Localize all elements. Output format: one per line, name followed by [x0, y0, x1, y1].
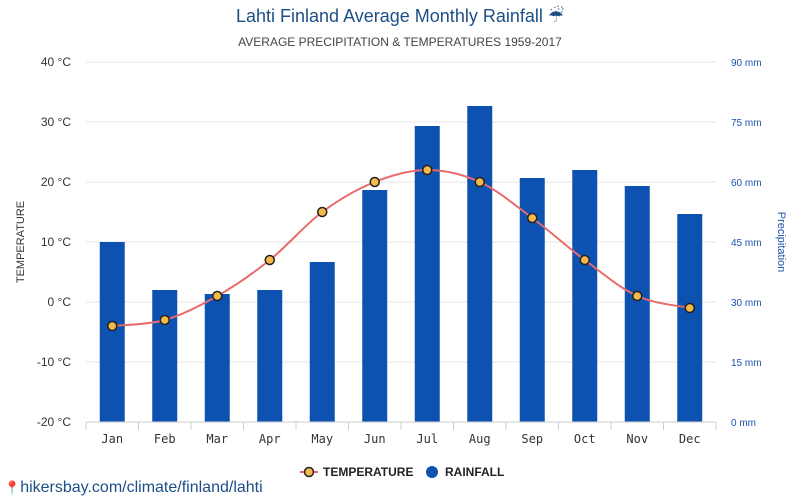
y-right-tick-label: 45 mm: [731, 238, 762, 249]
temperature-point: [422, 164, 433, 176]
legend[interactable]: TEMPERATURE RAINFALL: [300, 465, 504, 479]
x-tick-label: Jun: [364, 432, 386, 446]
x-tick-label: Jan: [101, 432, 123, 446]
y-left-axis-title: TEMPERATURE: [15, 201, 27, 283]
legend-temperature-marker: [303, 466, 315, 478]
rainfall-bar: [572, 170, 598, 422]
chart-subtitle: AVERAGE PRECIPITATION & TEMPERATURES 195…: [238, 35, 562, 49]
x-tick-label: Oct: [574, 432, 596, 446]
rainfall-bar: [257, 290, 283, 422]
axes: -20 °C -10 °C 0 °C 10 °C 20 °C 30 °C 40 °C 0 mm…: [37, 55, 762, 446]
x-tick-label: Aug: [469, 432, 491, 446]
rainfall-bar: [204, 294, 230, 422]
temperature-point: [159, 314, 170, 326]
rainfall-bar: [99, 242, 125, 422]
y-right-tick-label: 75 mm: [731, 118, 762, 129]
legend-rainfall-marker: [426, 466, 438, 478]
temperature-point: [107, 320, 118, 332]
temperature-point: [579, 254, 590, 266]
rainfall-bar: [624, 186, 650, 422]
y-right-tick-label: 30 mm: [731, 298, 762, 309]
y-left-tick-label: 0 °C: [48, 295, 72, 309]
temperature-point: [632, 290, 643, 302]
x-tick-label: May: [311, 432, 333, 446]
y-right-tick-label: 60 mm: [731, 178, 762, 189]
legend-rainfall-label[interactable]: RAINFALL: [445, 465, 504, 479]
chart-title: Lahti Finland Average Monthly Rainfall ☔: [236, 6, 564, 26]
y-left-tick-label: 40 °C: [41, 55, 71, 69]
x-tick-label: Jul: [416, 432, 438, 446]
rainfall-bar: [362, 190, 388, 422]
temperature-point: [474, 176, 485, 188]
legend-temperature-label[interactable]: TEMPERATURE: [323, 465, 413, 479]
rainfall-bar: [414, 126, 440, 422]
rainfall-bar: [467, 106, 493, 422]
temperature-line: [107, 164, 695, 332]
grid-lines: [86, 61, 716, 423]
rainfall-bar: [677, 214, 703, 422]
y-right-tick-label: 15 mm: [731, 358, 762, 369]
rainfall-bars: [99, 106, 703, 422]
x-tick-label: Dec: [679, 432, 701, 446]
x-tick-label: Nov: [626, 432, 648, 446]
source-text: hikersbay.com/climate/finland/lahti: [20, 479, 263, 496]
temperature-point: [264, 254, 275, 266]
y-left-tick-label: -20 °C: [37, 415, 71, 429]
rainfall-bar: [152, 290, 178, 422]
y-right-tick-label: 0 mm: [731, 418, 756, 429]
x-tick-label: Mar: [206, 432, 228, 446]
x-tick-label: Feb: [154, 432, 176, 446]
location-pin-icon: 📍: [4, 480, 21, 495]
y-left-tick-label: -10 °C: [37, 355, 71, 369]
temperature-point: [369, 176, 380, 188]
rainfall-bar: [309, 262, 335, 422]
x-tick-label: Apr: [259, 432, 281, 446]
source-link[interactable]: 📍hikersbay.com/climate/finland/lahti: [4, 479, 263, 497]
y-left-tick-label: 10 °C: [41, 235, 71, 249]
temperature-point: [317, 206, 328, 218]
temperature-point: [684, 302, 695, 314]
x-tick-label: Sep: [521, 432, 543, 446]
y-left-tick-label: 30 °C: [41, 115, 71, 129]
y-right-tick-label: 90 mm: [731, 58, 762, 69]
temperature-point: [527, 212, 538, 224]
y-left-tick-label: 20 °C: [41, 175, 71, 189]
temperature-point: [212, 290, 223, 302]
temperature-curve: [112, 168, 690, 327]
y-right-axis-title: Precipitation: [775, 212, 787, 273]
